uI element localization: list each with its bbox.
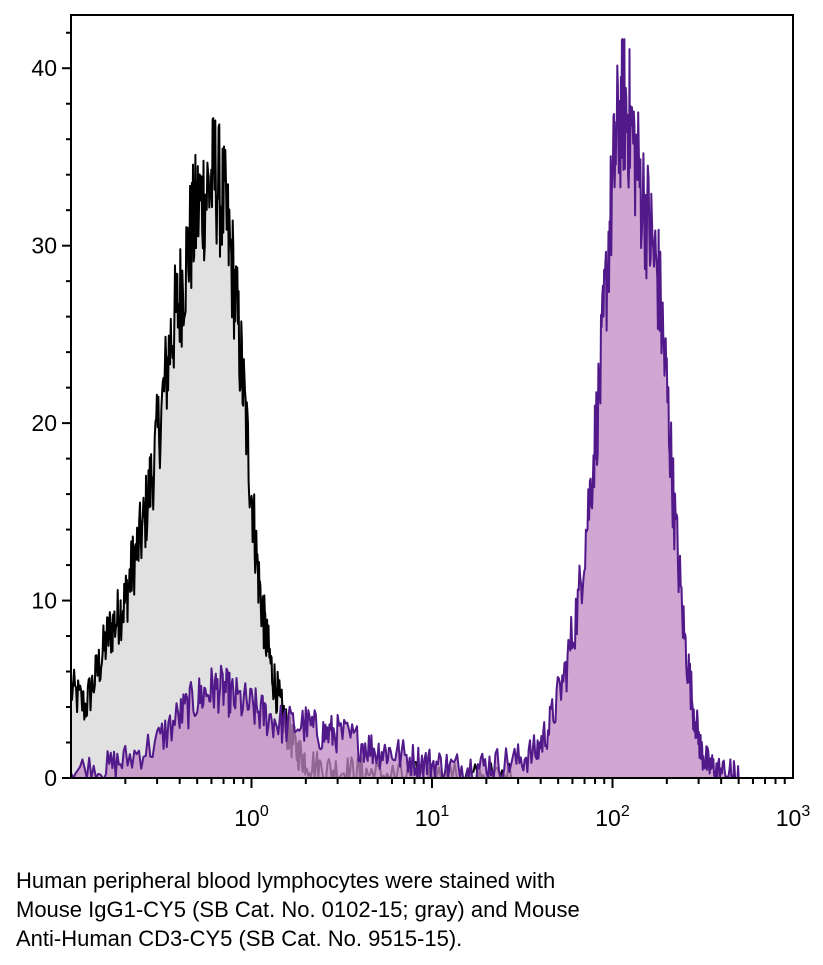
series-1-area (71, 118, 519, 778)
series-2-line (70, 38, 740, 779)
x-tick-label: 101 (415, 803, 450, 831)
y-tick-label: 20 (31, 410, 57, 436)
y-axis-tick-labels: 0 10 20 30 40 (31, 55, 57, 791)
x-axis-tick-labels: 100 101 102 103 (234, 803, 810, 831)
x-tick-label: 103 (776, 803, 811, 831)
axis-ticks (62, 31, 786, 788)
caption-line: Anti-Human CD3-CY5 (SB Cat. No. 9515-15)… (16, 926, 463, 951)
caption-line: Mouse IgG1-CY5 (SB Cat. No. 0102-15; gra… (16, 897, 580, 922)
series-layer (70, 38, 740, 779)
y-tick-label: 10 (31, 588, 57, 614)
figure-caption: Human peripheral blood lymphocytes were … (16, 866, 716, 953)
x-tick-label: 100 (234, 803, 269, 831)
histogram-chart: 0 10 20 30 40 100 101 102 103 (31, 14, 810, 831)
x-tick-label: 102 (595, 803, 630, 831)
caption-line: Human peripheral blood lymphocytes were … (16, 868, 556, 893)
y-tick-label: 30 (31, 233, 57, 259)
y-tick-label: 40 (31, 55, 57, 81)
y-tick-label: 0 (44, 765, 57, 791)
series-2-area (71, 39, 739, 779)
